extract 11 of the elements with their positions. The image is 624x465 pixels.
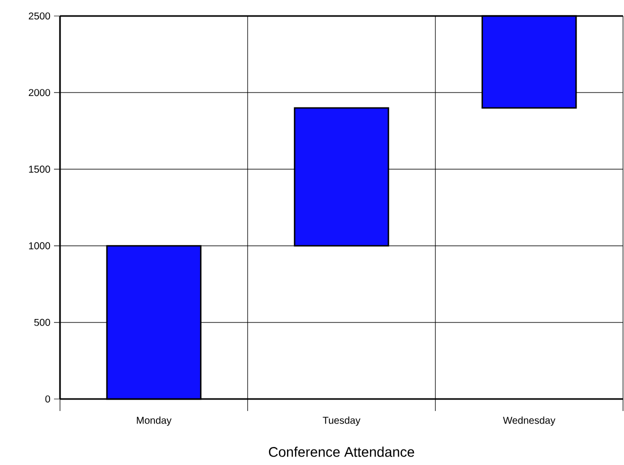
y-tick-label: 1000 [29,242,50,250]
y-tick-label: 500 [34,318,50,326]
bar [294,107,390,246]
y-tick-label: 2000 [28,89,50,96]
x-tick-label: Monday [136,416,172,426]
y-tick-label: 0 [45,395,50,403]
y-tick-label: 1500 [29,166,50,173]
x-axis-title: Conference Attendance [268,446,414,457]
y-tick-label: 2500 [28,12,50,20]
x-tick-label: Wednesday [503,416,556,426]
x-tick-label: Tuesday [322,416,360,426]
